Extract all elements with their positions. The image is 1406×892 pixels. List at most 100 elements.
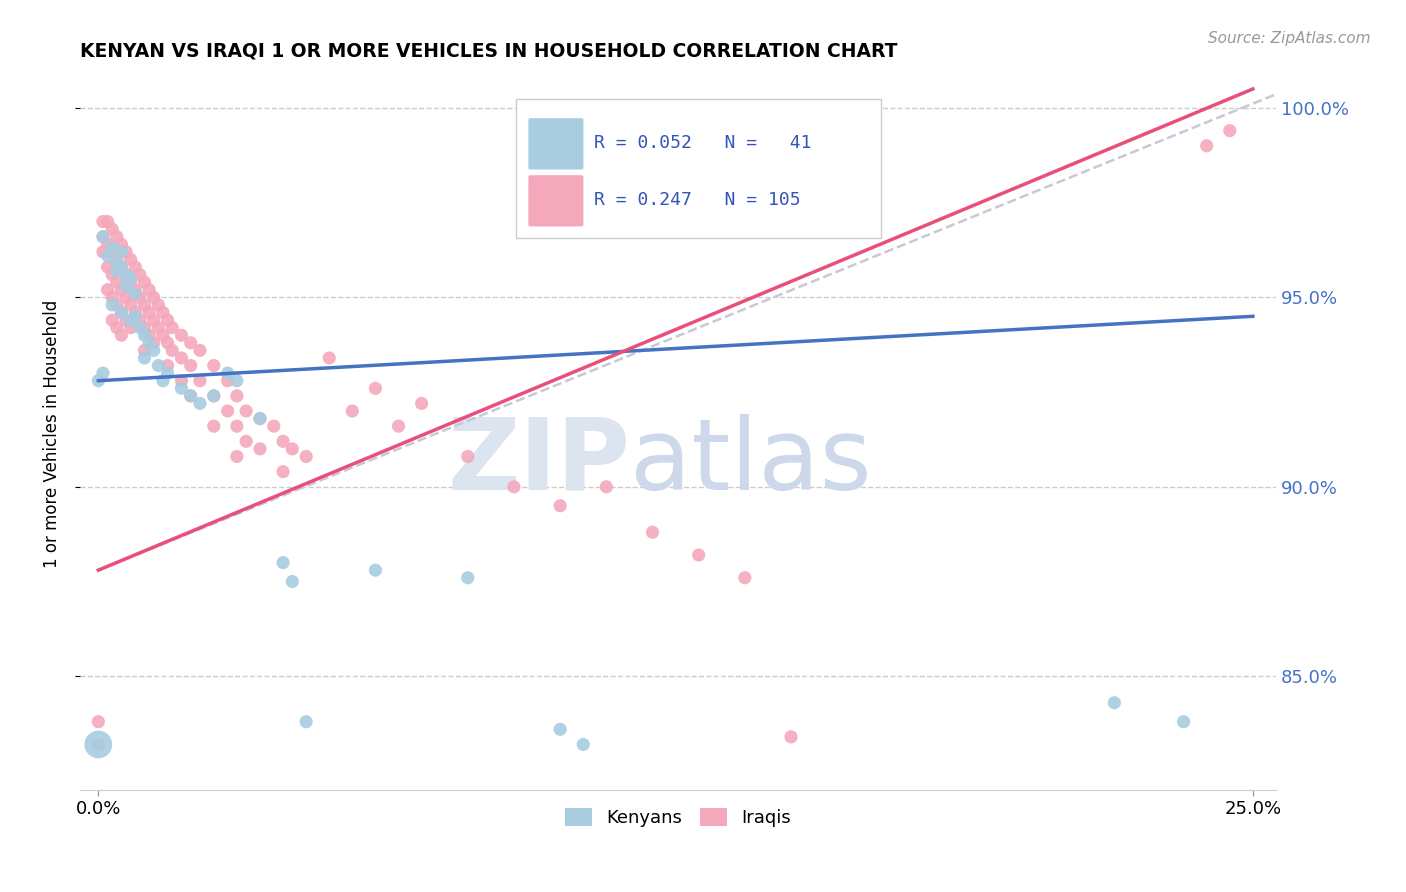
Text: KENYAN VS IRAQI 1 OR MORE VEHICLES IN HOUSEHOLD CORRELATION CHART: KENYAN VS IRAQI 1 OR MORE VEHICLES IN HO… [80, 42, 897, 61]
Point [97, 214, 120, 228]
Point [249, 411, 271, 425]
Point [115, 268, 138, 282]
Point [152, 374, 174, 388]
Point [202, 419, 225, 434]
Point [342, 404, 364, 418]
Point [124, 305, 146, 319]
Text: ZIP: ZIP [447, 414, 630, 511]
Point [97, 283, 120, 297]
Point [548, 499, 571, 513]
Point [1104, 696, 1126, 710]
Point [263, 419, 285, 434]
Point [91, 229, 114, 244]
Point [281, 442, 304, 456]
Point [1173, 714, 1195, 729]
Point [170, 381, 193, 395]
Point [148, 359, 170, 373]
Point [134, 298, 156, 312]
Point [364, 381, 387, 395]
Point [115, 268, 138, 282]
Point [115, 279, 138, 293]
Point [115, 244, 138, 259]
Point [110, 260, 132, 274]
Point [217, 404, 239, 418]
Point [780, 730, 803, 744]
Point [115, 290, 138, 304]
Point [110, 283, 132, 297]
Point [202, 359, 225, 373]
Point [387, 419, 409, 434]
Point [101, 290, 124, 304]
Point [295, 714, 318, 729]
Point [105, 264, 128, 278]
Point [105, 256, 128, 270]
Point [105, 320, 128, 334]
Point [318, 351, 340, 365]
Point [142, 313, 165, 327]
Point [1219, 123, 1241, 137]
Point [271, 434, 294, 449]
Point [124, 310, 146, 324]
Point [110, 260, 132, 274]
Point [110, 305, 132, 319]
Point [87, 374, 110, 388]
Point [225, 450, 247, 464]
Point [235, 404, 257, 418]
Point [271, 556, 294, 570]
Point [101, 298, 124, 312]
Point [641, 525, 664, 540]
Point [87, 714, 110, 729]
Point [503, 480, 526, 494]
Point [110, 305, 132, 319]
Point [457, 571, 479, 585]
Point [217, 366, 239, 380]
Point [134, 320, 156, 334]
Point [138, 328, 160, 343]
Point [217, 374, 239, 388]
Point [129, 290, 152, 304]
Point [110, 328, 132, 343]
Point [156, 359, 179, 373]
Point [129, 268, 152, 282]
Point [120, 252, 142, 267]
Point [110, 237, 132, 252]
Point [97, 237, 120, 252]
Point [364, 563, 387, 577]
Point [134, 328, 156, 343]
Point [225, 374, 247, 388]
Text: R = 0.247   N = 105: R = 0.247 N = 105 [595, 191, 801, 209]
Point [180, 359, 202, 373]
Point [457, 450, 479, 464]
Point [688, 548, 710, 562]
Point [156, 335, 179, 350]
Text: atlas: atlas [630, 414, 872, 511]
Point [170, 374, 193, 388]
Text: R = 0.052   N =   41: R = 0.052 N = 41 [595, 134, 811, 153]
Point [156, 366, 179, 380]
Point [202, 389, 225, 403]
Point [87, 738, 110, 752]
Point [120, 275, 142, 289]
Point [295, 450, 318, 464]
Point [105, 275, 128, 289]
Point [120, 271, 142, 285]
Point [152, 328, 174, 343]
Point [138, 335, 160, 350]
Point [734, 571, 756, 585]
FancyBboxPatch shape [516, 99, 882, 238]
Point [1195, 138, 1218, 153]
Text: Source: ZipAtlas.com: Source: ZipAtlas.com [1208, 31, 1371, 46]
Point [160, 343, 183, 358]
Point [180, 389, 202, 403]
Point [225, 389, 247, 403]
Point [101, 222, 124, 236]
Point [188, 343, 211, 358]
Point [170, 328, 193, 343]
Point [97, 249, 120, 263]
Point [142, 343, 165, 358]
Point [124, 283, 146, 297]
Point [101, 244, 124, 259]
Point [271, 465, 294, 479]
Point [105, 229, 128, 244]
Point [124, 286, 146, 301]
